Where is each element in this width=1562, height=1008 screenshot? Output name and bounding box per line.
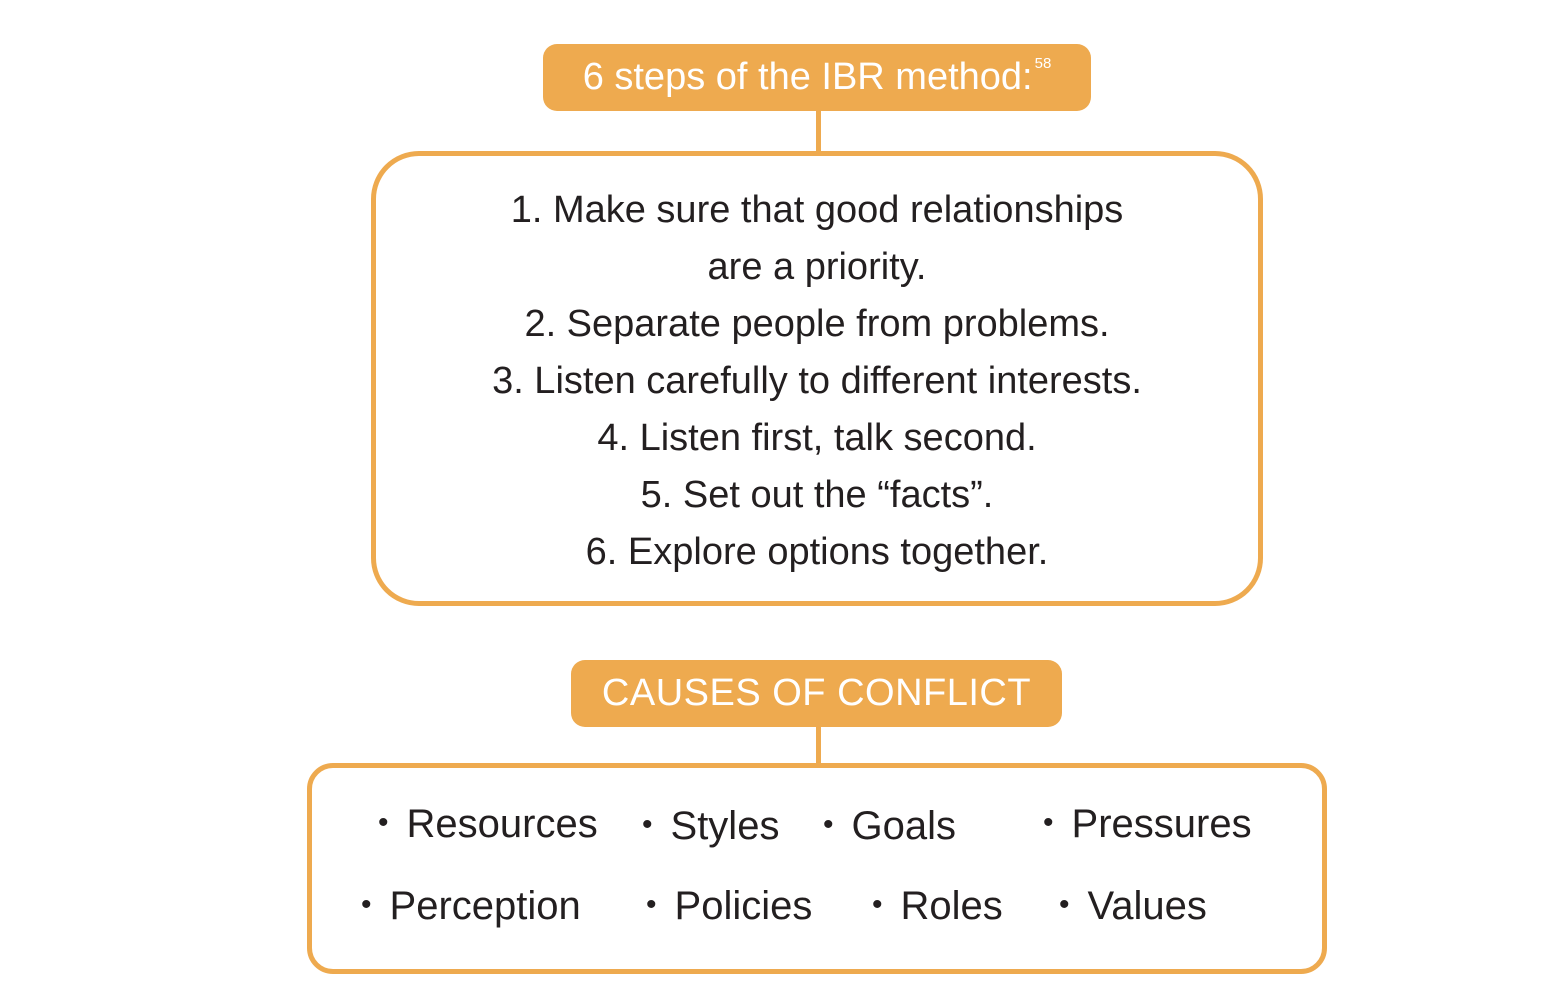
connector-line-steps [816,110,821,154]
bullet-icon: • [872,887,883,921]
cause-item-resources: • Resources [378,802,598,847]
step-1-line-1: 1. Make sure that good relationships [510,189,1124,231]
step-2: 2. Separate people from problems. [524,303,1110,345]
step-1-line-2: are a priority. [707,246,927,288]
bullet-icon: • [646,887,657,921]
step-4: 4. Listen first, talk second. [597,417,1037,459]
cause-label: Pressures [1071,802,1252,846]
step-5: 5. Set out the “facts”. [640,474,994,516]
ibr-method-title: 6 steps of the IBR method: 58 [543,44,1091,111]
cause-label: Perception [389,884,581,928]
cause-item-roles: • Roles [872,884,1003,929]
cause-label: Values [1087,884,1207,928]
bullet-icon: • [823,807,834,841]
bullet-icon: • [1043,805,1054,839]
causes-of-conflict-title-text: CAUSES OF CONFLICT [601,672,1032,714]
causes-of-conflict-title: CAUSES OF CONFLICT [571,660,1062,727]
cause-item-perception: • Perception [361,884,581,929]
connector-line-causes [816,726,821,766]
ibr-steps-list: 1. Make sure that good relationships are… [376,182,1258,581]
step-6: 6. Explore options together. [585,531,1049,573]
bullet-icon: • [378,805,389,839]
bullet-icon: • [1059,887,1070,921]
bullet-icon: • [642,807,653,841]
cause-item-styles: • Styles [642,804,779,849]
footnote-marker: 58 [1034,55,1052,72]
bullet-icon: • [361,887,372,921]
cause-label: Resources [406,802,598,846]
cause-label: Policies [674,884,813,928]
causes-box [307,763,1327,974]
cause-item-policies: • Policies [646,884,812,929]
cause-label: Goals [851,804,957,848]
cause-item-goals: • Goals [823,804,956,849]
cause-item-values: • Values [1059,884,1207,929]
ibr-method-title-text: 6 steps of the IBR method: [582,56,1033,98]
step-3: 3. Listen carefully to different interes… [492,360,1142,402]
cause-item-pressures: • Pressures [1043,802,1252,847]
cause-label: Styles [670,804,780,848]
cause-label: Roles [900,884,1003,928]
ibr-steps-box: 1. Make sure that good relationships are… [371,151,1263,606]
